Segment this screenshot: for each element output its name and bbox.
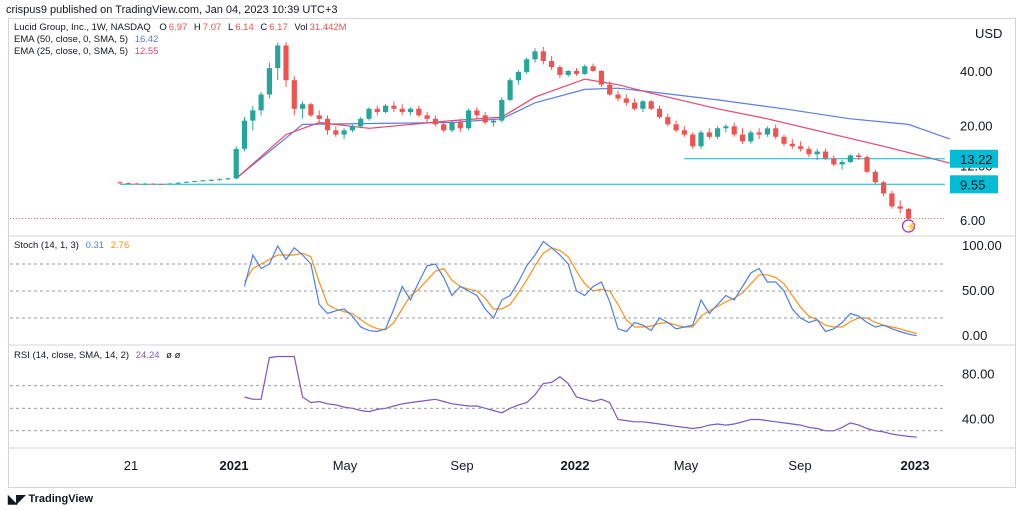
stoch-label: Stoch (14, 1, 3) (14, 240, 79, 251)
rsi-value: 24.24 (135, 350, 160, 361)
close-label: C (260, 22, 268, 33)
stoch-d-value: 2.76 (110, 240, 130, 251)
chart-frame (8, 18, 1016, 488)
rsi-extra: ø ø (166, 350, 181, 361)
tradingview-brand: TradingView (28, 493, 94, 505)
close-value: 6.17 (269, 22, 288, 33)
high-label: H (193, 22, 201, 33)
tradingview-logo-icon: ◣◤ (8, 492, 25, 506)
ema50-legend: EMA (50, close, 0, SMA, 5) 16.42 (14, 34, 158, 45)
main-legend: Lucid Group, Inc., 1W, NASDAQ O 6.97 H 7.0… (14, 22, 347, 33)
open-label: O (159, 22, 167, 33)
ema25-label: EMA (25, close, 0, SMA, 5) (14, 46, 129, 57)
ema50-value: 16.42 (134, 34, 159, 45)
tradingview-footer: ◣◤ TradingView (8, 492, 93, 506)
rsi-label: RSI (14, close, SMA, 14, 2) (14, 350, 130, 361)
volume-value: 31.442M (309, 22, 347, 33)
low-label: L (227, 22, 234, 33)
high-value: 7.07 (202, 22, 222, 33)
ema50-label: EMA (50, close, 0, SMA, 5) (14, 34, 129, 45)
rsi-legend: RSI (14, close, SMA, 14, 2) 24.24 ø ø (14, 350, 180, 361)
open-value: 6.97 (168, 22, 188, 33)
stoch-k-value: 0.31 (85, 240, 105, 251)
low-value: 6.14 (235, 22, 254, 33)
volume-label: Vol (294, 22, 308, 33)
publisher-header: crispus9 published on TradingView.com, J… (6, 4, 338, 16)
stoch-legend: Stoch (14, 1, 3) 0.31 2.76 (14, 240, 129, 251)
ema25-value: 12.55 (134, 46, 159, 57)
ema25-legend: EMA (25, close, 0, SMA, 5) 12.55 (14, 46, 158, 57)
symbol-label: Lucid Group, Inc., 1W, NASDAQ (14, 22, 151, 33)
